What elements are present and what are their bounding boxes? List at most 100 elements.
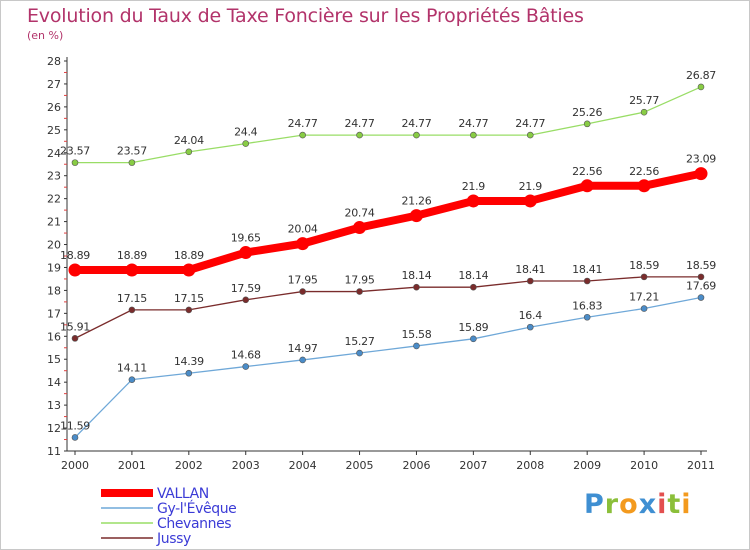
series-layer: 11.59 14.11 14.39 14.68 14.97 15.27 15.58 15.89…: [60, 69, 717, 441]
data-point: [68, 263, 82, 277]
data-label: 18.41: [572, 263, 602, 276]
y-tick-label: 22: [47, 193, 61, 206]
data-label: 15.27: [345, 335, 375, 348]
data-point: [526, 277, 534, 285]
data-point: [239, 246, 253, 260]
x-tick-label: 2001: [118, 459, 146, 472]
data-label: 26.87: [686, 69, 716, 82]
data-point: [470, 335, 477, 343]
data-label: 20.04: [288, 223, 318, 236]
data-point: [353, 221, 367, 235]
y-tick-label: 21: [47, 216, 61, 229]
chart-title: Evolution du Taux de Taxe Foncière sur l…: [27, 5, 584, 27]
series-jussy: 15.91 17.15 17.15 17.59 17.95 17.95 18.14 18.14…: [60, 259, 717, 342]
data-label: 17.15: [174, 292, 204, 305]
data-point: [694, 167, 708, 181]
data-label: 23.09: [686, 153, 716, 166]
legend-label: Jussy: [156, 531, 191, 547]
data-label: 20.74: [345, 207, 375, 220]
data-label: 24.4: [234, 126, 258, 139]
data-label: 18.14: [401, 269, 431, 282]
x-tick-label: 2008: [516, 459, 544, 472]
data-label: 25.26: [572, 106, 602, 119]
data-point: [697, 83, 705, 91]
legend-label: VALLAN: [157, 486, 209, 502]
series-chevannes: 23.57 23.57 24.04 24.4 24.77 24.77 24.77 24.77 2…: [60, 69, 717, 166]
data-point: [242, 363, 250, 370]
data-label: 18.89: [117, 249, 147, 262]
data-point: [697, 294, 705, 301]
data-point: [580, 179, 594, 193]
series-line: [74, 296, 702, 439]
data-label: 23.57: [117, 145, 147, 158]
data-point: [413, 342, 420, 350]
series-line: [74, 276, 702, 340]
data-point: [128, 306, 136, 314]
y-tick-label: 12: [47, 422, 61, 435]
data-point: [413, 131, 420, 139]
data-label: 18.14: [458, 269, 488, 282]
data-label: 15.91: [60, 320, 90, 333]
x-tick-label: 2011: [687, 459, 715, 472]
y-tick-label: 27: [47, 78, 61, 91]
x-tick-label: 2003: [232, 459, 260, 472]
data-point: [523, 194, 537, 208]
data-label: 24.77: [345, 117, 375, 130]
data-point: [526, 131, 534, 139]
y-tick-label: 17: [47, 307, 61, 320]
chart-subtitle: (en %): [27, 29, 64, 42]
legend-label: Chevannes: [157, 516, 231, 532]
proxiti-logo: Proxiti: [584, 489, 692, 520]
y-tick-label: 14: [47, 376, 61, 389]
y-tick-label: 26: [47, 101, 61, 114]
data-point: [128, 159, 136, 166]
data-label: 24.77: [515, 117, 545, 130]
data-point: [583, 277, 591, 285]
x-tick-label: 2002: [175, 459, 203, 472]
data-label: 14.68: [231, 349, 261, 362]
y-tick-label: 16: [47, 330, 61, 343]
data-label: 14.97: [288, 342, 318, 355]
y-tick-label: 28: [47, 55, 61, 68]
data-label: 18.89: [174, 249, 204, 262]
x-tick-label: 2000: [61, 459, 89, 472]
data-label: 24.77: [401, 117, 431, 130]
data-point: [128, 376, 136, 383]
data-point: [356, 131, 363, 139]
data-point: [470, 283, 477, 291]
y-tick-label: 24: [47, 147, 61, 160]
series-vallan: 18.89 18.89 18.89 19.65 20.04 20.74 21.26 21.9 2…: [60, 153, 717, 277]
data-label: 17.95: [288, 274, 318, 287]
data-point: [299, 356, 306, 364]
y-tick-label: 18: [47, 284, 61, 297]
data-label: 19.65: [231, 232, 261, 245]
data-label: 18.59: [629, 259, 659, 272]
data-label: 17.69: [686, 280, 716, 293]
data-label: 17.21: [629, 291, 659, 304]
data-label: 24.77: [288, 117, 318, 130]
data-point: [697, 273, 705, 281]
data-point: [640, 108, 648, 116]
data-label: 23.57: [60, 145, 90, 158]
data-point: [640, 305, 648, 312]
y-tick-label: 20: [47, 239, 61, 252]
data-point: [299, 288, 306, 295]
data-point: [296, 237, 310, 251]
data-label: 17.95: [345, 274, 375, 287]
legend-label: Gy-l'Évêque: [157, 500, 236, 517]
y-tick-label: 15: [47, 353, 61, 366]
x-tick-label: 2009: [573, 459, 601, 472]
data-point: [637, 179, 651, 193]
data-label: 17.15: [117, 292, 147, 305]
data-point: [583, 120, 591, 128]
data-label: 14.11: [117, 362, 147, 375]
data-point: [242, 140, 250, 147]
x-tick-label: 2007: [459, 459, 487, 472]
y-tick-label: 19: [47, 261, 61, 274]
data-label: 16.4: [519, 309, 543, 322]
y-tick-label: 11: [47, 445, 61, 458]
data-label: 22.56: [572, 165, 602, 178]
data-point: [413, 283, 420, 291]
data-point: [71, 434, 79, 441]
